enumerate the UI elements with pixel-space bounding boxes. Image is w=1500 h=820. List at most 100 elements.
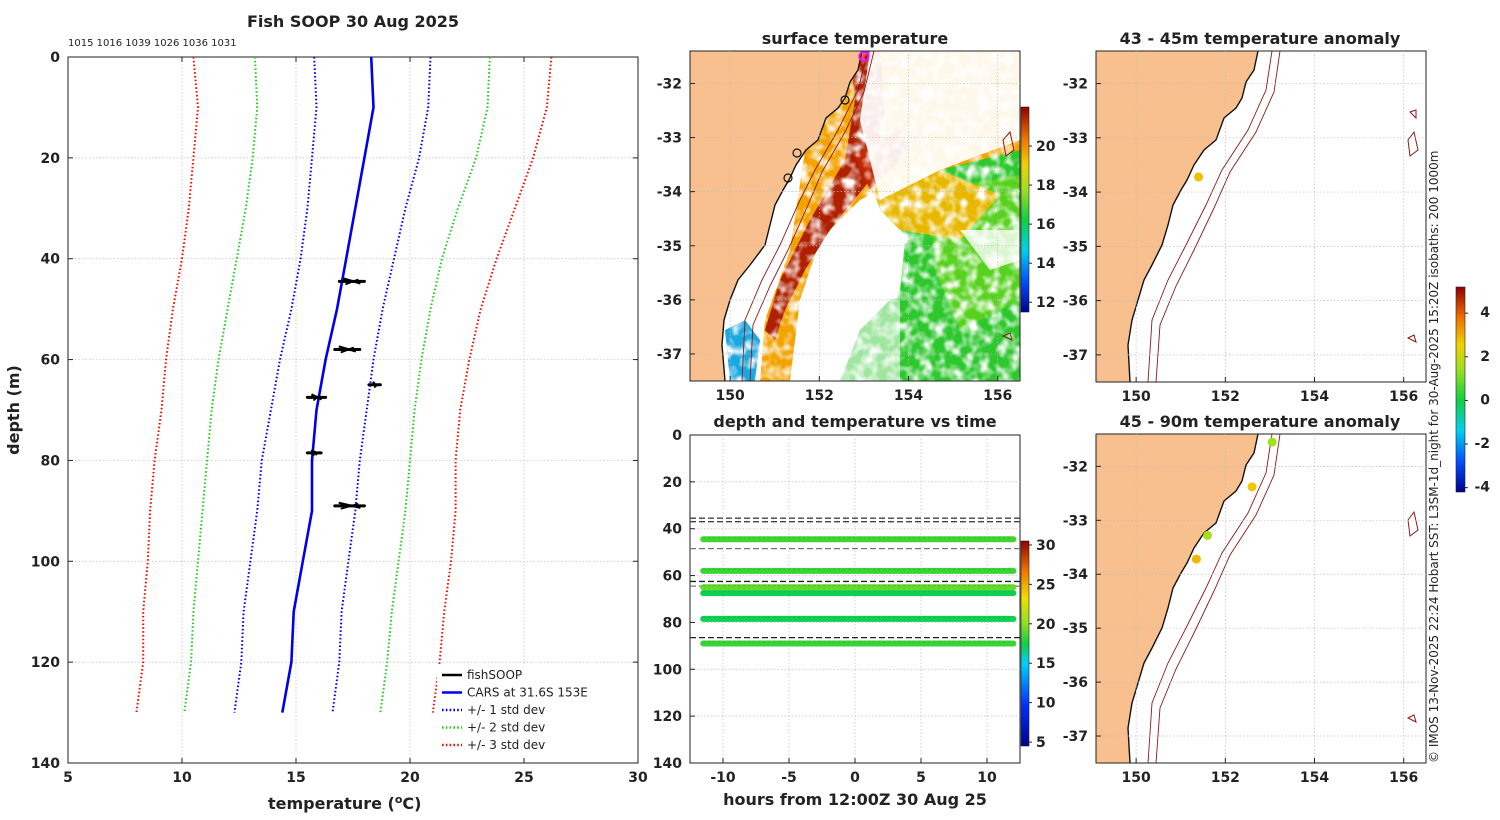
temp-colorbar-tick-label: 5 <box>1036 735 1046 751</box>
map-y-tick-label: -37 <box>1063 729 1088 745</box>
anomaly-43-45-title: 43 - 45m temperature anomaly <box>1120 29 1401 48</box>
profile-x-tick-label: 15 <box>286 770 305 786</box>
temp-colorbar-tick-label: 10 <box>1036 696 1056 712</box>
anomaly-45-90-grid <box>1096 434 1426 763</box>
profile-x-label: temperature (oC) <box>268 793 421 813</box>
profile-x-label-b: C) <box>402 794 421 813</box>
isobath-200 <box>741 51 869 381</box>
map-y-tick-label: -32 <box>657 76 682 92</box>
seamount-contour <box>1407 510 1419 537</box>
anomaly-colorbar-tick-label: 0 <box>1480 392 1490 408</box>
profile-line-std1_high <box>331 57 432 713</box>
map-y-tick-label: -37 <box>657 347 682 363</box>
anomaly-43-45-grid <box>1096 51 1426 382</box>
map-y-tick-label: -33 <box>1063 131 1088 147</box>
fishsoop-cluster-scatter <box>338 345 357 353</box>
profile-x-ticks: 5 10 15 20 25 30 <box>63 57 648 786</box>
depth-time-y-tick-label: 20 <box>663 475 683 491</box>
map-x-tick-label: 150 <box>1122 389 1151 405</box>
profile-line-std1_low <box>233 57 318 713</box>
map-y-tick-label: -33 <box>657 131 682 147</box>
profile-x-tick-label: 20 <box>400 770 420 786</box>
isobath-200 <box>1147 51 1273 382</box>
sst-colorbar-ticks: 12 14 16 18 20 <box>1029 139 1056 311</box>
profile-x-label-sup: o <box>395 793 403 806</box>
sst-colorbar-tick-label: 16 <box>1036 217 1055 233</box>
land-mass <box>1096 51 1258 382</box>
profile-y-tick-label: 20 <box>41 151 61 167</box>
legend-label: +/- 3 std dev <box>467 738 545 752</box>
legend-box <box>437 664 633 758</box>
map-x-tick-label: 152 <box>1211 770 1240 786</box>
land-mass <box>1096 434 1258 763</box>
map-y-tick-label: -36 <box>1063 294 1088 310</box>
depth-time-series <box>690 517 1020 647</box>
sst-map-ticks: 150 152 154 156 -32 -33 -34 -35 -36 -37 <box>657 76 1013 404</box>
fishsoop-cluster-scatter <box>344 278 359 286</box>
coastline <box>1127 434 1259 763</box>
isobath-1000 <box>749 51 875 381</box>
temp-colorbar <box>1020 540 1030 747</box>
vessel-position-marker <box>858 51 870 62</box>
profile-series <box>135 57 553 713</box>
fishsoop-series <box>305 277 382 510</box>
depth-time-y-tick-label: 120 <box>653 709 682 725</box>
sst-cloud-patch-2 <box>960 230 1020 270</box>
sst-colorbar-tick-label: 14 <box>1036 256 1056 272</box>
seamount-contour <box>1407 130 1419 157</box>
profile-y-tick-label: 140 <box>31 756 60 772</box>
temp-colorbar-tick-label: 25 <box>1036 577 1055 593</box>
legend-label: +/- 2 std dev <box>467 721 545 735</box>
depth-time-y-tick-label: 80 <box>663 615 683 631</box>
sst-colorbar <box>1020 106 1030 313</box>
depth-time-x-tick-label: 10 <box>977 770 997 786</box>
profile-line-std2_low <box>183 57 259 713</box>
profile-panel: 5 10 15 20 25 30 0 20 40 60 80 100 120 140 Fish SOOP… <box>4 12 648 813</box>
depth-time-y-tick-label: 40 <box>663 522 683 538</box>
fishsoop-cluster-scatter <box>373 382 376 388</box>
map-x-tick-label: 156 <box>1389 770 1418 786</box>
profile-title: Fish SOOP 30 Aug 2025 <box>247 12 459 31</box>
anomaly-colorbar <box>1455 286 1466 493</box>
profile-y-label: depth (m) <box>4 365 23 455</box>
profile-y-tick-label: 120 <box>31 655 60 671</box>
anomaly-45-90-panel: 150 152 154 156 -32 -33 -34 -35 -36 -37 45 - 90m … <box>1063 286 1490 786</box>
profile-y-ticks: 0 20 40 60 80 100 120 140 <box>31 50 638 772</box>
depth-time-x-label: hours from 12:00Z 30 Aug 25 <box>723 790 987 809</box>
map-x-tick-label: 156 <box>983 388 1012 404</box>
map-y-tick-label: -33 <box>1063 513 1088 529</box>
map-x-tick-label: 154 <box>1300 389 1329 405</box>
anomaly-43-45-map-area <box>1096 51 1426 382</box>
map-x-tick-label: 154 <box>894 388 923 404</box>
land-mass <box>690 51 862 381</box>
sst-map-title: surface temperature <box>762 29 949 48</box>
anomaly-45-90-title: 45 - 90m temperature anomaly <box>1120 412 1401 431</box>
map-y-tick-label: -32 <box>1063 459 1088 475</box>
coastline <box>721 51 863 381</box>
sst-mooring-circle <box>792 148 802 158</box>
seamount-contour <box>1001 332 1013 341</box>
fishsoop-cluster-scatter <box>338 501 361 509</box>
anomaly-45-90-ticks: 150 152 154 156 -32 -33 -34 -35 -36 -37 <box>1063 459 1419 786</box>
profile-y-tick-label: 0 <box>50 50 60 66</box>
sst-mooring-circle <box>840 95 850 105</box>
depth-time-y-tick-label: 60 <box>663 569 683 585</box>
temp-colorbar-tick-label: 20 <box>1036 617 1056 633</box>
fishsoop-cluster-scatter <box>340 502 359 510</box>
map-y-tick-label: -34 <box>1063 185 1089 201</box>
anomaly-43-45-frame <box>1095 50 1427 383</box>
profile-legend: fishSOOP CARS at 31.6S 153E +/- 1 std dev +… <box>437 664 633 758</box>
map-x-tick-label: 154 <box>1300 770 1329 786</box>
map-y-tick-label: -34 <box>657 185 683 201</box>
profile-axes-frame <box>67 56 639 764</box>
anomaly-45-90-frame <box>1095 433 1427 764</box>
depth-time-x-tick-label: 0 <box>850 770 860 786</box>
profile-x-label-a: temperature ( <box>268 794 395 813</box>
legend-label: CARS at 31.6S 153E <box>467 686 588 700</box>
temp-colorbar-tick-label: 15 <box>1036 656 1055 672</box>
map-y-tick-label: -36 <box>657 293 682 309</box>
anomaly-43-45-panel: 150 152 154 156 -32 -33 -34 -35 -36 -37 43 - 45m … <box>1063 29 1427 405</box>
fishsoop-cluster-scatter <box>343 277 361 285</box>
